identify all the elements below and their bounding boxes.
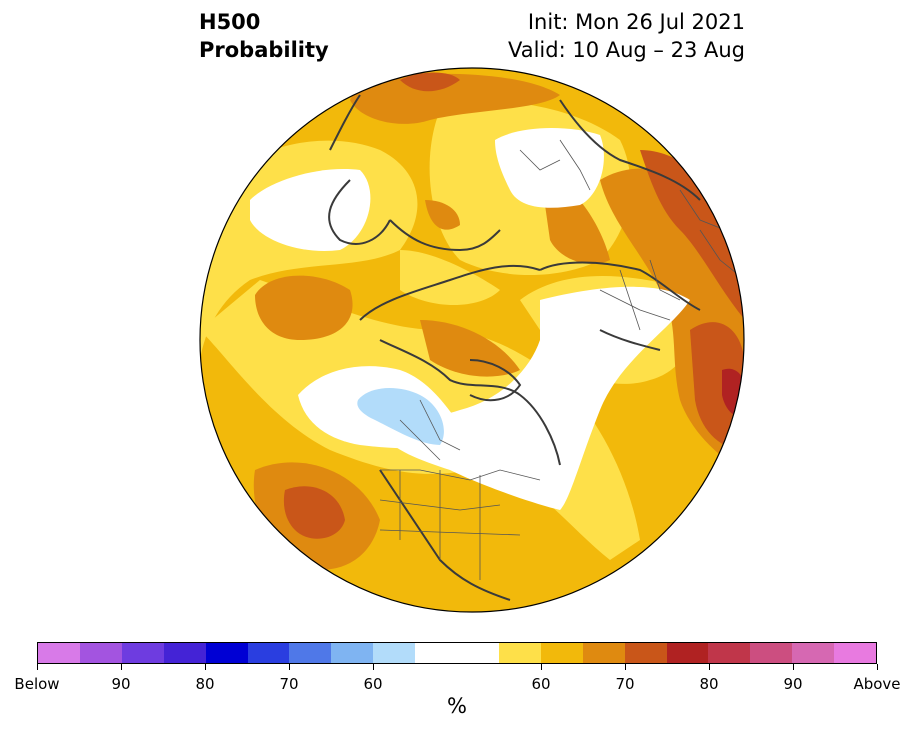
colorbar-tick-label: 80 xyxy=(195,675,215,693)
colorbar-tick-label: 60 xyxy=(531,675,551,693)
variable-subtitle: Probability xyxy=(199,38,329,62)
colorbar-swatch xyxy=(205,643,248,663)
coastlines xyxy=(328,94,701,601)
globe-outline xyxy=(199,67,745,613)
colorbar-swatch xyxy=(498,643,541,663)
probability-80-fields xyxy=(283,72,744,539)
colorbar-tick-label: 90 xyxy=(783,675,803,693)
title-right: Init: Mon 26 Jul 2021 Valid: 10 Aug – 23… xyxy=(508,8,745,64)
colorbar-tick-mark xyxy=(204,664,206,670)
below-normal-60-field xyxy=(357,388,444,445)
colorbar-tick-label: 90 xyxy=(111,675,131,693)
colorbar-tick-mark xyxy=(792,664,794,670)
valid-range: Valid: 10 Aug – 23 Aug xyxy=(507,38,745,62)
colorbar-tick-mark xyxy=(288,664,290,670)
colorbar-swatch xyxy=(163,643,206,663)
colorbar-tick-mark xyxy=(36,664,38,670)
colorbar-tick-mark xyxy=(876,664,878,670)
colorbar-swatch xyxy=(373,643,416,663)
colorbar-swatch xyxy=(792,643,835,663)
colorbar-tick-label: 80 xyxy=(699,675,719,693)
colorbar-tick-mark xyxy=(540,664,542,670)
title-left: H500 Probability xyxy=(199,8,329,64)
colorbar-tick-mark xyxy=(120,664,122,670)
colorbar-swatch xyxy=(38,643,80,663)
colorbar-swatch xyxy=(540,643,583,663)
colorbar-tick-mark xyxy=(372,664,374,670)
colorbar-swatch xyxy=(834,643,877,663)
colorbar-swatch xyxy=(289,643,332,663)
colorbar-tick-label: 70 xyxy=(615,675,635,693)
colorbar-tick-mark xyxy=(708,664,710,670)
colorbar xyxy=(37,642,877,664)
colorbar-swatch xyxy=(708,643,751,663)
colorbar-tick-label: Above xyxy=(853,675,901,693)
colorbar-swatch xyxy=(121,643,164,663)
polar-probability-map xyxy=(199,67,745,613)
colorbar-tick-label: Below xyxy=(14,675,60,693)
colorbar-swatch xyxy=(666,643,709,663)
colorbar-swatch xyxy=(415,643,499,663)
colorbar-swatch xyxy=(624,643,667,663)
colorbar-swatch xyxy=(247,643,290,663)
init-date: Init: Mon 26 Jul 2021 xyxy=(527,10,745,34)
colorbar-tick-label: 60 xyxy=(363,675,383,693)
colorbar-swatch xyxy=(79,643,122,663)
colorbar-unit: % xyxy=(447,694,467,718)
colorbar-tick-mark xyxy=(624,664,626,670)
colorbar-swatch xyxy=(582,643,625,663)
variable-title: H500 xyxy=(199,10,261,34)
colorbar-swatch xyxy=(331,643,374,663)
colorbar-tick-label: 70 xyxy=(279,675,299,693)
colorbar-swatch xyxy=(750,643,793,663)
